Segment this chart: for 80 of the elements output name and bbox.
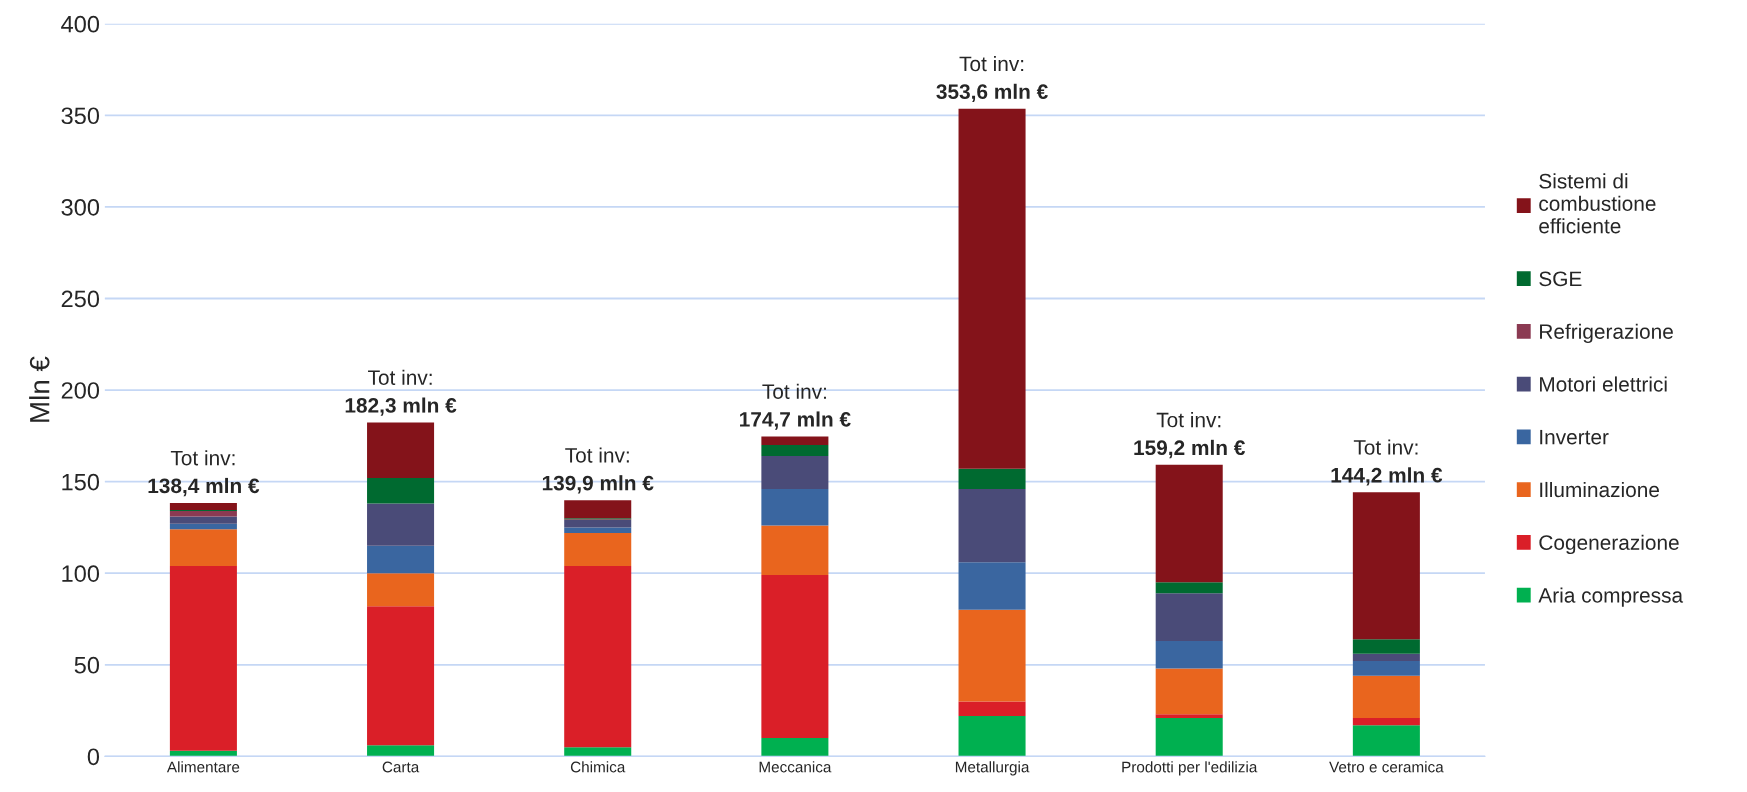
bar — [958, 609, 1026, 702]
bar — [958, 108, 1026, 469]
total-label: Tot inv: 174,7 mln € — [740, 383, 851, 430]
bar — [169, 523, 237, 530]
bar — [761, 488, 829, 526]
bar — [1155, 714, 1223, 718]
legend-label: Aria compressa — [1538, 587, 1684, 607]
total-label: Tot inv: 144,2 mln € — [1331, 439, 1443, 486]
bar — [1155, 464, 1223, 583]
bar — [1352, 717, 1420, 726]
bar — [1352, 661, 1420, 676]
legend-label: Illuminazione — [1540, 481, 1659, 498]
bar — [761, 738, 829, 757]
bar — [367, 422, 435, 478]
total-label: Tot inv: 139,9 mln € — [542, 447, 654, 494]
total-label: Tot inv: 353,6 mln € — [936, 55, 1048, 103]
bar — [761, 445, 829, 456]
bar — [958, 701, 1026, 717]
bar — [761, 525, 829, 576]
bar — [958, 716, 1026, 757]
x-tick-label: Meccanica — [759, 761, 832, 773]
y-tick-label: 0 — [87, 748, 100, 766]
bar — [958, 468, 1026, 489]
legend-label: Refrigerazione — [1540, 323, 1673, 344]
bar — [367, 477, 435, 504]
bar — [1155, 640, 1223, 669]
bar — [1352, 653, 1420, 662]
x-tick-label: Alimentare — [166, 761, 240, 773]
bar — [1155, 582, 1223, 594]
y-tick-label: 350 — [61, 107, 100, 125]
y-tick-label: 400 — [61, 15, 100, 33]
bar — [564, 520, 632, 528]
bar — [564, 565, 632, 748]
bar — [564, 527, 632, 533]
bar — [1155, 668, 1223, 715]
bar — [169, 750, 237, 757]
x-tick-label: Chimica — [570, 761, 626, 773]
y-tick-label: 200 — [61, 382, 100, 399]
legend-label: Cogenerazione — [1539, 534, 1679, 555]
total-label: Tot inv: 182,3 mln € — [345, 369, 457, 416]
bar — [367, 545, 435, 574]
bar — [1155, 593, 1223, 641]
bar — [1352, 639, 1420, 654]
bar — [761, 436, 829, 446]
bar — [169, 516, 237, 524]
bar — [958, 488, 1026, 563]
x-tick-label: Prodotti per l'edilizia — [1122, 761, 1258, 776]
bar — [367, 606, 435, 746]
y-tick-label: 250 — [61, 290, 100, 308]
y-tick-label: 300 — [61, 198, 100, 216]
legend-label: Sistemi di combustione efficiente — [1539, 173, 1656, 234]
legend-label: Inverter — [1540, 429, 1609, 445]
bar — [958, 562, 1026, 610]
bar — [564, 500, 632, 519]
bar — [367, 573, 435, 607]
bar — [761, 575, 829, 739]
bar — [761, 455, 829, 489]
y-axis-title: Mln € — [29, 356, 50, 422]
y-tick-label: 150 — [62, 473, 100, 491]
bar — [169, 565, 237, 751]
total-label: Tot inv: 159,2 mln € — [1134, 412, 1246, 459]
y-tick-label: 50 — [74, 656, 100, 674]
bar — [169, 510, 237, 517]
bar — [367, 503, 435, 546]
bar — [1352, 492, 1420, 640]
total-label: Tot inv: 138,4 mln € — [148, 450, 260, 497]
bar — [367, 745, 435, 757]
y-tick-label: 100 — [62, 565, 100, 582]
x-tick-label: Vetro e ceramica — [1329, 761, 1444, 773]
legend-label: Motori elettrici — [1540, 376, 1667, 392]
bar — [564, 532, 632, 566]
bar — [1352, 725, 1420, 757]
bar — [564, 747, 632, 757]
bar — [169, 502, 237, 511]
bar — [1352, 675, 1420, 718]
bar — [1155, 717, 1223, 757]
x-tick-label: Carta — [382, 761, 420, 773]
legend-label: SGE — [1539, 271, 1582, 287]
bar — [169, 529, 237, 566]
x-tick-label: Metallurgia — [955, 761, 1030, 776]
